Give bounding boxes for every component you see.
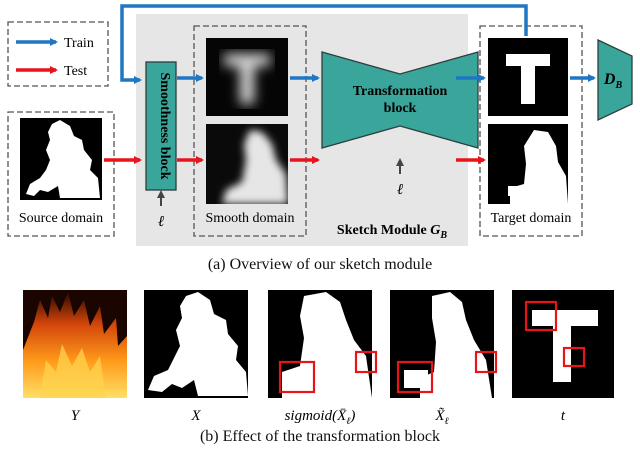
t-image	[512, 290, 614, 398]
label-t: t	[561, 408, 566, 424]
smooth-domain-label: Smooth domain	[205, 211, 294, 226]
source-domain-group: Source domain	[7, 111, 115, 237]
smooth-domain-group: Smooth domain	[193, 25, 307, 237]
xtilde-image	[390, 290, 498, 398]
t-highlight-top	[524, 300, 558, 332]
sigmoid-highlight-right	[354, 350, 378, 374]
sketch-module-label: Sketch Module GB	[337, 223, 447, 241]
label-xtilde-sub: ℓ	[445, 416, 449, 427]
label-xtilde: X̃ℓ	[434, 408, 448, 427]
caption-a: (a) Overview of our sketch module	[207, 256, 433, 273]
source-domain-shape	[26, 120, 100, 198]
target-domain-group: Target domain	[479, 25, 583, 237]
smoothness-block: Smoothness block ℓ	[145, 61, 177, 230]
xtilde-highlight-left	[396, 360, 434, 394]
label-sigmoid-func: sigmoid(	[285, 408, 339, 424]
smooth-shape-blur	[222, 130, 288, 204]
smoothness-ell-label: ℓ	[158, 214, 164, 230]
legend-test-label: Test	[64, 64, 87, 79]
target-domain-label: Target domain	[491, 211, 572, 226]
t-highlight-bottom	[562, 346, 586, 368]
target-shape	[510, 130, 568, 204]
sketch-module-text: Sketch Module	[337, 223, 430, 238]
caption-b: (b) Effect of the transformation block	[199, 428, 441, 445]
transformation-block-shape	[321, 51, 479, 149]
smoothness-block-rect	[145, 61, 177, 191]
discriminator-label: DB	[603, 71, 623, 91]
discriminator-symbol: D	[603, 71, 616, 88]
xtilde-highlight-right	[474, 350, 498, 374]
discriminator-sub: B	[614, 80, 622, 91]
target-t-stem	[521, 54, 535, 104]
label-x: X	[190, 408, 201, 424]
transformation-block-label-2: block	[384, 101, 417, 116]
discriminator-shape	[597, 38, 633, 122]
smoothness-block-label: Smoothness block	[157, 73, 172, 180]
sigmoid-image	[268, 290, 378, 398]
legend-box	[7, 21, 109, 87]
source-domain-label: Source domain	[19, 211, 103, 226]
discriminator: DB	[597, 38, 633, 122]
smooth-t-blur	[224, 54, 270, 104]
y-image	[23, 290, 127, 398]
x-image	[144, 290, 248, 398]
label-xtilde-main: X̃	[434, 408, 445, 424]
sketch-module-symbol: G	[430, 223, 440, 238]
label-sigmoid-sub: ℓ	[346, 416, 350, 427]
train-arrow-top-path	[120, 4, 528, 84]
target-shape-notch	[508, 186, 522, 196]
label-sigmoid-arg: X̄	[336, 408, 347, 424]
transformation-block: Transformation block ℓ	[321, 51, 479, 198]
sketch-module-sub: B	[439, 230, 447, 241]
label-sigmoid: sigmoid(X̄ℓ)	[285, 408, 356, 427]
legend-train-label: Train	[64, 36, 94, 51]
legend: Train Test	[7, 21, 109, 87]
label-sigmoid-close: )	[349, 408, 355, 424]
smooth-domain-frame	[193, 25, 307, 237]
sigmoid-highlight-left	[278, 360, 316, 394]
transformation-block-label-1: Transformation	[353, 84, 448, 99]
label-y: Y	[71, 408, 81, 424]
transformation-ell-label: ℓ	[397, 182, 403, 198]
